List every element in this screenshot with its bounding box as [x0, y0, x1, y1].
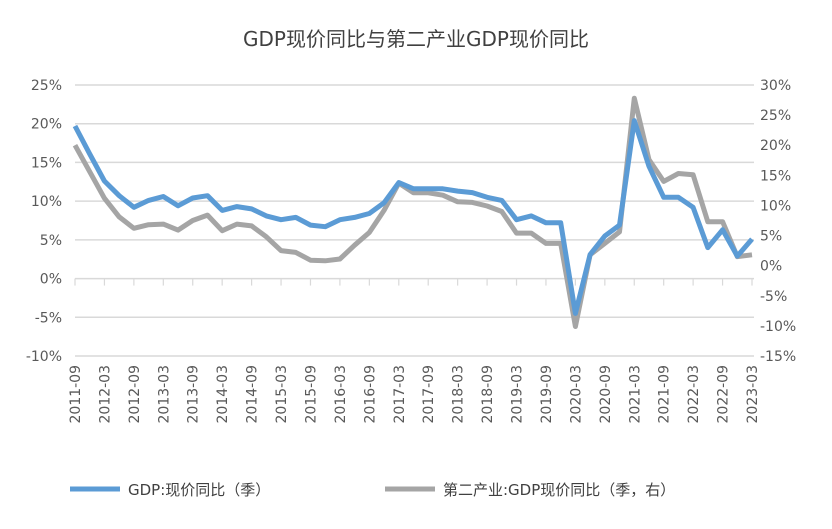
x-tick-label: 2022-09: [716, 365, 732, 424]
legend-label: 第二产业:GDP现价同比（季，右）: [443, 481, 675, 499]
gdp-series-line: [72, 118, 754, 316]
right-tick-label: 0%: [760, 259, 782, 275]
x-tick-label: 2016-09: [362, 365, 378, 424]
left-tick-label: -5%: [35, 310, 62, 326]
right-tick-label: 20%: [760, 138, 791, 154]
right-tick-label: 15%: [760, 168, 791, 184]
x-tick-label: 2020-03: [568, 365, 584, 424]
left-tick-label: 0%: [40, 272, 62, 288]
x-tick-label: 2021-03: [627, 365, 643, 424]
x-tick-label: 2014-03: [215, 365, 231, 424]
x-tick-label: 2021-09: [657, 365, 673, 424]
x-tick-label: 2020-09: [598, 365, 614, 424]
x-tick-label: 2018-09: [480, 365, 496, 424]
right-tick-label: 30%: [760, 78, 791, 94]
x-tick-label: 2012-03: [97, 365, 113, 424]
left-tick-label: -10%: [26, 349, 62, 365]
left-tick-label: 15%: [31, 155, 62, 171]
left-tick-label: 20%: [31, 117, 62, 133]
legend-label: GDP:现价同比（季）: [128, 481, 270, 499]
x-tick-label: 2015-03: [274, 365, 290, 424]
right-tick-label: 10%: [760, 198, 791, 214]
x-tick-label: 2015-09: [303, 365, 319, 424]
chart-title: GDP现价同比与第二产业GDP现价同比: [243, 27, 589, 51]
right-tick-label: -5%: [760, 289, 787, 305]
x-tick-label: 2011-09: [68, 365, 84, 424]
left-tick-label: 5%: [40, 233, 62, 249]
left-tick-label: 25%: [31, 78, 62, 94]
secondary-industry-series-line: [72, 95, 753, 329]
right-tick-label: 5%: [760, 229, 782, 245]
x-tick-label: 2014-09: [245, 365, 261, 424]
x-tick-label: 2016-03: [333, 365, 349, 424]
x-tick-label: 2019-09: [539, 365, 555, 424]
x-tick-label: 2012-09: [127, 365, 143, 424]
x-tick-label: 2017-03: [392, 365, 408, 424]
x-tick-label: 2023-03: [745, 365, 761, 424]
right-tick-label: -15%: [760, 349, 796, 365]
x-tick-label: 2013-09: [186, 365, 202, 424]
left-tick-label: 10%: [31, 194, 62, 210]
x-tick-label: 2019-03: [510, 365, 526, 424]
right-tick-label: 25%: [760, 108, 791, 124]
x-tick-label: 2022-03: [686, 365, 702, 424]
x-tick-label: 2013-03: [156, 365, 172, 424]
x-tick-label: 2018-03: [451, 365, 467, 424]
x-tick-label: 2017-09: [421, 365, 437, 424]
right-tick-label: -10%: [760, 319, 796, 335]
